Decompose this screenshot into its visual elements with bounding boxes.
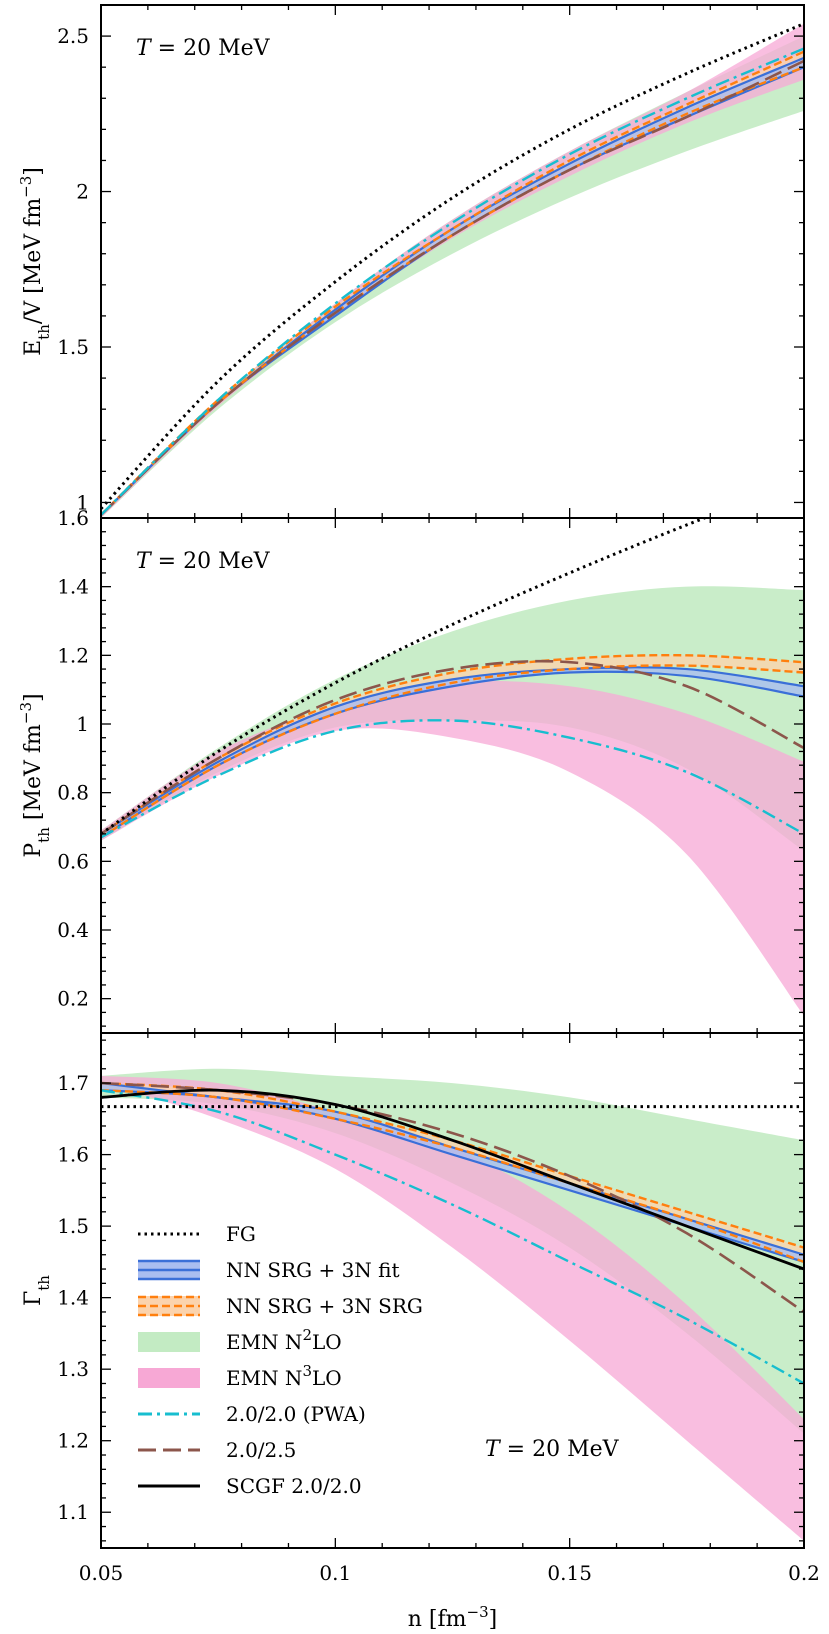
y-tick-label: 1.1 <box>57 1500 89 1524</box>
pressure-band-emn-n3lo <box>101 681 804 1016</box>
annotation-temperature: T = 20 MeV <box>485 1437 620 1462</box>
legend-item-fit: NN SRG + 3N fit <box>138 1258 400 1282</box>
y-tick-label: 1.6 <box>57 1143 89 1167</box>
legend: FG NN SRG + 3N fit NN SRG + 3N SRG EMN N2LO… <box>138 1222 423 1498</box>
x-tick-label: 0.2 <box>788 1561 820 1585</box>
y-axis-title-pressure: Pth [MeV fm−3] <box>17 693 53 857</box>
legend-item-n2lo: EMN N2LO <box>138 1326 342 1354</box>
y-tick-label: 1.2 <box>57 1429 89 1453</box>
plot-area-energy <box>101 22 804 518</box>
y-tick-label: 1.6 <box>57 506 89 530</box>
y-tick-label: 0.6 <box>57 849 89 873</box>
y-tick-label: 1.7 <box>57 1071 89 1095</box>
x-tick-label: 0.1 <box>319 1561 351 1585</box>
legend-item-scgf: SCGF 2.0/2.0 <box>138 1474 362 1498</box>
x-axis-title: n [fm−3] <box>408 1603 497 1632</box>
energy-line-srg-upper <box>101 50 804 516</box>
energy-band-emn-n2lo <box>101 36 804 518</box>
y-axis-title-gamma: Γth <box>21 1275 53 1306</box>
energy-band-emn-n3lo <box>101 23 804 518</box>
panel-pressure: 0.2 0.4 0.6 0.8 1 1.2 1.4 1.6 Pth [MeV fm−3] T = … <box>17 506 805 1034</box>
y-tick-label: 1 <box>76 490 89 514</box>
legend-item-n3lo: EMN N3LO <box>138 1362 342 1390</box>
annotation-temperature: T = 20 MeV <box>136 549 271 574</box>
legend-item-v25: 2.0/2.5 <box>138 1438 296 1462</box>
pressure-line-srg-lower <box>101 664 804 839</box>
gamma-line-2.0-2.0-pwa <box>101 1089 804 1385</box>
axes-frame-gamma <box>100 1032 805 1549</box>
legend-label: 2.0/2.0 (PWA) <box>226 1402 366 1426</box>
plot-area-pressure <box>101 518 804 1016</box>
y-tick-label: 1.4 <box>57 1286 89 1310</box>
gamma-line-srg-lower <box>101 1089 804 1264</box>
y-tick-label: 1.5 <box>57 1214 89 1238</box>
legend-item-pwa: 2.0/2.0 (PWA) <box>138 1402 366 1426</box>
legend-swatch <box>138 1332 200 1352</box>
legend-label: SCGF 2.0/2.0 <box>226 1474 362 1498</box>
legend-label: EMN N3LO <box>226 1362 342 1390</box>
y-tick-label: 1.2 <box>57 643 89 667</box>
legend-label: EMN N2LO <box>226 1326 342 1354</box>
y-tick-label: 0.8 <box>57 781 89 805</box>
legend-item-FG: FG <box>138 1222 256 1246</box>
pressure-line-fg <box>101 518 709 836</box>
legend-label: NN SRG + 3N SRG <box>226 1294 423 1318</box>
gamma-line-scgf <box>101 1088 804 1271</box>
panel-energy: 1 1.5 2 2.5 Eth/V [MeV fm−3] T = 20 MeV <box>17 4 805 519</box>
legend-label: NN SRG + 3N fit <box>226 1258 400 1282</box>
axes-frame-energy <box>100 4 805 519</box>
energy-line-2.0-2.0-pwa <box>101 47 804 516</box>
legend-item-srg: NN SRG + 3N SRG <box>138 1294 423 1318</box>
y-tick-label: 2 <box>76 180 89 204</box>
annotation-temperature: T = 20 MeV <box>136 36 271 61</box>
plot-area-gamma <box>101 1068 804 1541</box>
legend-label: 2.0/2.5 <box>226 1438 296 1462</box>
y-tick-label: 0.4 <box>57 918 89 942</box>
y-tick-label: 2.5 <box>57 24 89 48</box>
y-tick-label: 1.5 <box>57 335 89 359</box>
legend-swatch <box>138 1368 200 1388</box>
energy-line-fg <box>101 22 804 510</box>
panel-gamma: 1.1 1.2 1.3 1.4 1.5 1.6 1.7 Γth T = 20 MeV <box>21 1032 805 1549</box>
y-tick-label: 1.3 <box>57 1357 89 1381</box>
energy-line-2.0-2.5 <box>101 59 804 516</box>
gamma-band-emn-n2lo <box>101 1068 804 1434</box>
pressure-line-fit-upper <box>101 666 804 835</box>
legend-label: FG <box>226 1222 256 1246</box>
y-tick-label: 1.4 <box>57 575 89 599</box>
y-axis-title-energy: Eth/V [MeV fm−3] <box>17 167 53 356</box>
y-tick-label: 1 <box>76 712 89 736</box>
x-tick-label: 0.15 <box>547 1561 592 1585</box>
y-tick-label: 0.2 <box>57 987 89 1011</box>
x-tick-label: 0.05 <box>79 1561 124 1585</box>
pressure-line-2.0-2.5 <box>101 659 804 835</box>
